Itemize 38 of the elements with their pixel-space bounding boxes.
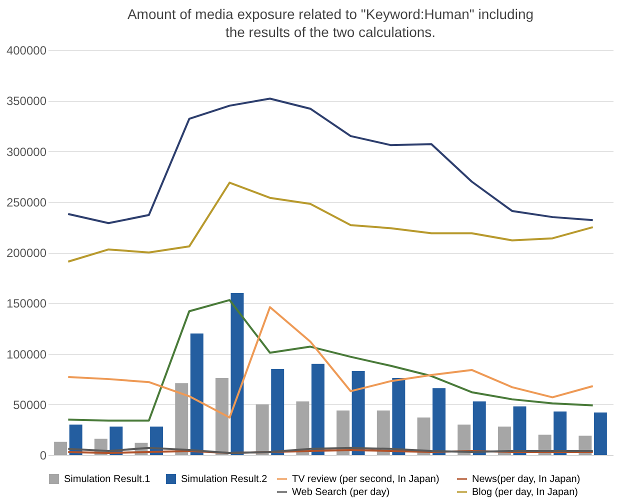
legend-label: TV review (per second, In Japan) — [292, 474, 440, 485]
bar — [336, 410, 350, 455]
bar — [498, 426, 511, 455]
y-tick-label: 400000 — [6, 44, 47, 58]
legend-label: News(per day, In Japan) — [472, 474, 580, 485]
legend-label: Simulation Result.1 — [64, 474, 151, 485]
chart-title: Amount of media exposure related to "Keyword:Human" including the results of the two calculations. — [127, 6, 534, 40]
bar — [392, 378, 406, 455]
bar — [432, 388, 446, 455]
y-tick-label: 200000 — [6, 246, 47, 260]
legend-label: Web Search (per day) — [292, 487, 390, 498]
bar — [554, 411, 567, 455]
bar — [352, 370, 365, 455]
bar — [271, 368, 284, 455]
y-tick-label: 0 — [40, 448, 47, 462]
y-tick-label: 250000 — [6, 195, 47, 210]
legend-label: Blog (per day, In Japan) — [472, 487, 578, 498]
line-series — [67, 98, 594, 224]
bar — [230, 293, 244, 455]
bar — [175, 383, 188, 455]
bar — [472, 401, 486, 455]
bar — [594, 412, 607, 455]
bar — [311, 364, 324, 455]
legend-label: Simulation Result.2 — [181, 474, 268, 485]
y-tick-label: 100000 — [6, 347, 47, 362]
bar — [513, 406, 526, 455]
line-series — [67, 182, 594, 263]
bar — [256, 404, 269, 455]
bar — [296, 401, 310, 455]
y-tick-label: 300000 — [6, 144, 47, 159]
y-tick-label: 50000 — [13, 398, 47, 412]
y-tick-label: 350000 — [6, 94, 47, 108]
bar — [54, 442, 68, 455]
y-tick-label: 150000 — [6, 296, 47, 311]
bar — [458, 424, 471, 455]
bar — [190, 334, 204, 455]
bar — [376, 410, 390, 455]
bar — [215, 378, 228, 455]
